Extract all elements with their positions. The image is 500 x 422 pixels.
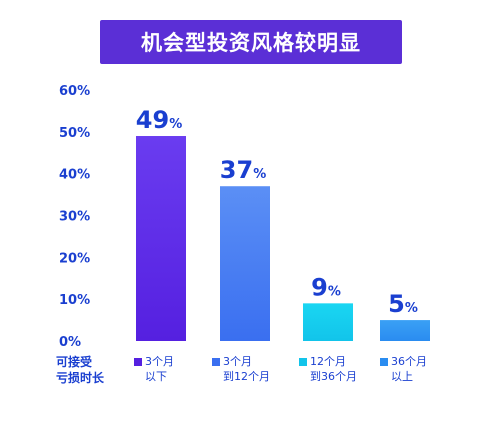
- legend-label-line: 以上: [391, 370, 413, 383]
- legend-item: 36个月以上: [380, 354, 427, 384]
- legend-label-line: 3个月: [223, 355, 252, 368]
- y-tick-label: 0%: [59, 335, 81, 350]
- legend-label: 3个月到12个月: [223, 354, 270, 384]
- legend-swatch: [134, 358, 142, 366]
- y-tick-label: 10%: [59, 293, 90, 308]
- legend-swatch: [299, 358, 307, 366]
- data-label: 9%: [311, 273, 341, 301]
- legend-label-line: 3个月: [145, 355, 174, 368]
- x-axis-title-line-1: 可接受: [56, 355, 93, 369]
- legend-label-line: 到12个月: [223, 370, 270, 383]
- legend-label-line: 以下: [145, 370, 167, 383]
- legend-swatch: [212, 358, 220, 366]
- data-label: 5%: [388, 290, 418, 318]
- data-label: 49%: [136, 106, 182, 134]
- bar: [380, 320, 430, 341]
- bar: [303, 303, 353, 341]
- legend-label-line: 36个月: [391, 355, 427, 368]
- chart-title: 机会型投资风格较明显: [141, 31, 361, 55]
- legend-label-line: 到36个月: [310, 370, 357, 383]
- x-axis-title: 可接受 亏损时长: [56, 354, 126, 386]
- bar: [136, 136, 186, 341]
- legend-label: 3个月以下: [145, 354, 174, 384]
- y-tick-label: 30%: [59, 210, 90, 225]
- title-banner: 机会型投资风格较明显: [100, 20, 402, 64]
- x-axis-title-line-2: 亏损时长: [56, 371, 105, 385]
- legend-label-line: 12个月: [310, 355, 346, 368]
- legend-swatch: [380, 358, 388, 366]
- legend-label: 12个月到36个月: [310, 354, 357, 384]
- y-tick-label: 50%: [59, 126, 90, 141]
- legend-item: 3个月到12个月: [212, 354, 270, 384]
- y-tick-label: 20%: [59, 251, 90, 266]
- y-tick-label: 60%: [59, 84, 90, 99]
- legend-label: 36个月以上: [391, 354, 427, 384]
- y-tick-label: 40%: [59, 168, 90, 183]
- bar: [220, 186, 270, 341]
- data-label: 37%: [220, 156, 266, 184]
- legend-item: 12个月到36个月: [299, 354, 357, 384]
- legend-item: 3个月以下: [134, 354, 174, 384]
